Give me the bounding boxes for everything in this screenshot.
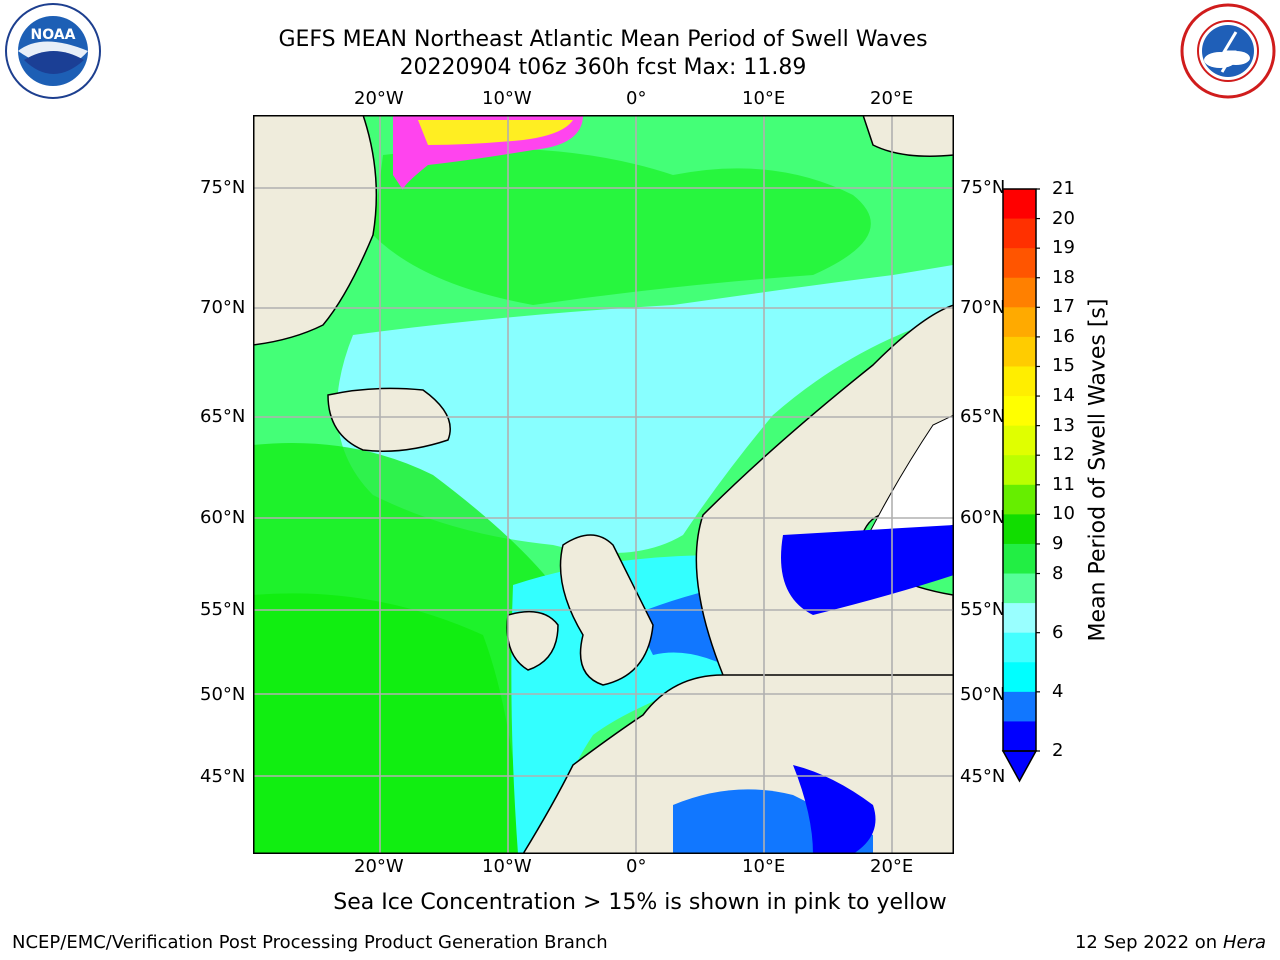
colorbar-tick-label: 6 xyxy=(1052,621,1064,643)
colorbar-swatch xyxy=(1003,277,1036,308)
map-title: GEFS MEAN Northeast Atlantic Mean Period… xyxy=(278,27,928,52)
colorbar-tick-label: 12 xyxy=(1052,444,1075,466)
colorbar-swatch xyxy=(1003,484,1036,515)
colorbar-extend-triangle xyxy=(1001,750,1038,783)
colorbar-swatch xyxy=(1003,543,1036,575)
colorbar-tick-label: 4 xyxy=(1052,680,1064,702)
lon-label: 10°E xyxy=(742,88,786,109)
colorbar-tick-label: 19 xyxy=(1052,237,1075,259)
lat-label: 75°N xyxy=(200,177,246,198)
colorbar-tick-label: 16 xyxy=(1052,325,1075,347)
colorbar-swatch xyxy=(1003,366,1036,397)
colorbar-swatch xyxy=(1003,603,1036,634)
lat-label: 70°N xyxy=(960,297,1006,318)
map-subtitle: 20220904 t06z 360h fcst Max: 11.89 xyxy=(399,55,807,80)
lat-label: 45°N xyxy=(200,766,246,787)
footer-date-text: 12 Sep 2022 on xyxy=(1074,932,1218,953)
colorbar-tick-label: 20 xyxy=(1052,207,1075,229)
colorbar-swatch xyxy=(1003,514,1036,545)
colorbar-swatch xyxy=(1003,632,1036,663)
colorbar-swatch xyxy=(1003,455,1036,486)
colorbar-tick-label: 9 xyxy=(1052,532,1064,554)
colorbar-swatch xyxy=(1003,662,1036,693)
colorbar-tick-label: 14 xyxy=(1052,385,1075,407)
lon-label: 20°W xyxy=(354,88,404,109)
lat-label: 65°N xyxy=(200,406,246,427)
colorbar-swatch xyxy=(1003,721,1036,752)
colorbar-tick-label: 11 xyxy=(1052,473,1075,495)
colorbar-swatch xyxy=(1003,189,1036,220)
lon-label: 20°W xyxy=(354,856,404,877)
colorbar-tick-label: 2 xyxy=(1052,740,1064,761)
lon-label: 10°W xyxy=(482,856,532,877)
colorbar xyxy=(1001,188,1040,783)
footer-credit: NCEP/EMC/Verification Post Processing Pr… xyxy=(12,932,608,953)
colorbar-border xyxy=(1002,188,1037,752)
lon-label: 20°E xyxy=(870,856,914,877)
svg-text:NOAA: NOAA xyxy=(31,27,76,43)
footer-host: Hera xyxy=(1222,932,1266,953)
lat-label: 50°N xyxy=(200,684,246,705)
colorbar-label: Mean Period of Swell Waves [s] xyxy=(1085,298,1111,642)
colorbar-tick-label: 8 xyxy=(1052,562,1064,584)
lat-label: 50°N xyxy=(960,684,1006,705)
colorbar-tick-label: 21 xyxy=(1052,178,1075,199)
lat-label: 45°N xyxy=(960,766,1006,787)
colorbar-swatch xyxy=(1003,573,1036,604)
lon-label: 20°E xyxy=(870,88,914,109)
lon-label: 10°E xyxy=(742,856,786,877)
lat-label: 55°N xyxy=(960,599,1006,620)
sea-ice-note: Sea Ice Concentration > 15% is shown in … xyxy=(333,890,947,915)
colorbar-swatch xyxy=(1003,307,1036,338)
colorbar-swatch xyxy=(1003,396,1036,427)
lon-label: 10°W xyxy=(482,88,532,109)
colorbar-swatch xyxy=(1003,691,1036,722)
colorbar-swatch xyxy=(1003,336,1036,367)
lat-label: 55°N xyxy=(200,599,246,620)
colorbar-tick-label: 13 xyxy=(1052,414,1075,436)
colorbar-tick-label: 17 xyxy=(1052,296,1075,318)
colorbar-swatch xyxy=(1003,218,1036,249)
colorbar-tick-label: 15 xyxy=(1052,355,1075,377)
forecast-map xyxy=(253,115,954,854)
colorbar-swatch xyxy=(1003,248,1036,279)
lon-label: 0° xyxy=(626,88,647,109)
lat-label: 70°N xyxy=(200,297,246,318)
lat-label: 65°N xyxy=(960,406,1006,427)
lat-label: 60°N xyxy=(200,507,246,528)
colorbar-tick-label: 10 xyxy=(1052,503,1075,525)
lat-label: 60°N xyxy=(960,507,1006,528)
lat-label: 75°N xyxy=(960,177,1006,198)
lon-label: 0° xyxy=(626,856,647,877)
nws-logo xyxy=(1180,3,1276,99)
footer-date: 12 Sep 2022 on Hera xyxy=(1075,932,1266,953)
colorbar-tick-label: 18 xyxy=(1052,266,1075,288)
noaa-logo: NOAA xyxy=(5,3,101,99)
colorbar-swatch xyxy=(1003,425,1036,456)
